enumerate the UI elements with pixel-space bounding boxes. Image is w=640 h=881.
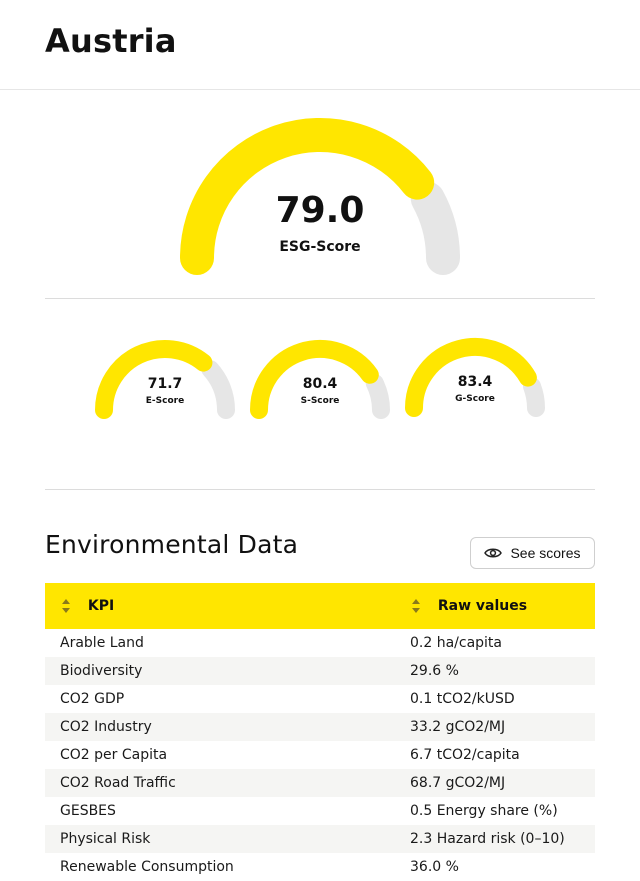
page-header: Austria [0,0,640,90]
e-score-value: 71.7 [147,376,183,392]
gauge-fill [250,340,379,419]
e-score-label: E-Score [145,396,185,406]
table-row: CO2 per Capita 6.7 tCO2/capita [45,741,595,769]
raw-values-header-label: Raw values [437,598,528,614]
esg-score-gauge: 79.0 ESG-Score [180,118,460,275]
esg-score-value: 79.0 [275,190,365,231]
raw-value-cell: 0.1 tCO2/kUSD [410,691,515,707]
kpi-cell: CO2 Industry [60,719,152,735]
kpi-cell: Biodiversity [60,663,143,679]
sort-icon [412,599,420,613]
section-title: Environmental Data [45,530,299,559]
kpi-cell: CO2 per Capita [60,747,168,763]
see-scores-button[interactable]: See scores [470,537,595,569]
table-row: Physical Risk 2.3 Hazard risk (0–10) [45,825,595,853]
kpi-cell: Arable Land [60,635,144,651]
table-row: Renewable Consumption 36.0 % [45,853,595,881]
g-score-label: G-Score [455,394,495,404]
s-score-gauge: 80.4 S-Score [250,340,390,419]
esg-score-label: ESG-Score [279,239,361,255]
kpi-cell: Physical Risk [60,831,151,847]
s-score-value: 80.4 [302,376,338,392]
e-score-gauge: 71.7 E-Score [95,340,235,419]
divider [45,489,595,490]
raw-value-cell: 6.7 tCO2/capita [410,747,520,763]
kpi-cell: GESBES [60,803,116,819]
eye-icon [484,548,503,558]
table-row: GESBES 0.5 Energy share (%) [45,797,595,825]
raw-value-cell: 68.7 gCO2/MJ [410,775,506,791]
gauge-track [522,377,545,417]
table-header-row: KPI Raw values [45,583,595,629]
kpi-cell: CO2 Road Traffic [60,775,176,791]
g-gauge-graphic [405,338,545,417]
sort-icon [62,599,70,613]
raw-value-cell: 33.2 gCO2/MJ [410,719,506,735]
table-row: Arable Land 0.2 ha/capita [45,629,595,657]
gauge-fill [180,118,435,275]
environmental-data-table: KPI Raw values Arable Land 0.2 ha/capita… [45,583,595,881]
table-row: CO2 Industry 33.2 gCO2/MJ [45,713,595,741]
table-row: Biodiversity 29.6 % [45,657,595,685]
gauge-fill [405,338,537,417]
see-scores-label: See scores [510,545,581,561]
gauge-track [201,360,235,419]
raw-value-cell: 0.2 ha/capita [410,635,503,651]
kpi-cell: Renewable Consumption [60,859,234,875]
table-row: CO2 GDP 0.1 tCO2/kUSD [45,685,595,713]
esg-gauge-graphic [180,118,460,275]
kpi-column-header[interactable]: KPI [45,583,395,629]
g-score-gauge: 83.4 G-Score [405,338,545,417]
raw-value-cell: 0.5 Energy share (%) [410,803,558,819]
raw-value-cell: 29.6 % [410,663,459,679]
raw-value-cell: 2.3 Hazard risk (0–10) [410,831,565,847]
s-score-label: S-Score [300,396,340,406]
kpi-header-label: KPI [87,598,115,614]
table-row: CO2 Road Traffic 68.7 gCO2/MJ [45,769,595,797]
gauge-track [410,181,460,275]
s-gauge-graphic [250,340,390,419]
raw-values-column-header[interactable]: Raw values [395,583,595,629]
g-score-value: 83.4 [457,374,493,390]
raw-value-cell: 36.0 % [410,859,459,875]
gauge-fill [95,340,213,419]
divider [45,298,595,299]
gauge-track [365,373,390,419]
e-gauge-graphic [95,340,235,419]
kpi-cell: CO2 GDP [60,691,125,707]
country-title: Austria [45,22,177,60]
